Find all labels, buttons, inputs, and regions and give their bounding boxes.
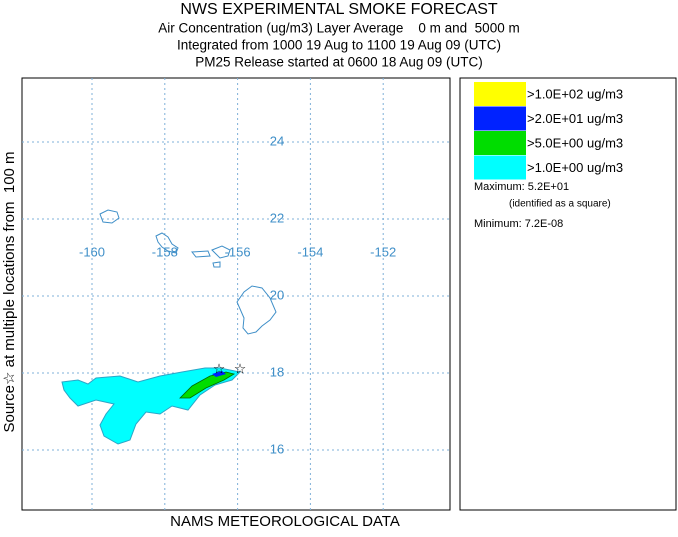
legend-swatch [474, 131, 526, 155]
longitude-label: -152 [370, 244, 396, 259]
longitude-label: -154 [297, 244, 323, 259]
source-star: ☆ [213, 361, 226, 377]
map: -160 -158 -156 -154 -152 16 18 20 22 24 ☆ ☆ Sourc… [1, 77, 451, 530]
title: NWS EXPERIMENTAL SMOKE FORECAST [180, 1, 498, 18]
footer: NAMS METEOROLOGICAL DATA [170, 513, 400, 530]
plume-20ug [212, 371, 226, 377]
island [212, 261, 221, 268]
legend-label: >2.0E+01 ug/m3 [527, 111, 623, 126]
legend-label: >5.0E+00 ug/m3 [527, 135, 623, 150]
island [211, 245, 231, 259]
legend: >1.0E+02 ug/m3 >2.0E+01 ug/m3 >5.0E+00 ug/… [459, 77, 677, 511]
subtitle: PM25 Release started at 0600 18 Aug 09 (… [195, 55, 482, 70]
longitude-label: -156 [225, 244, 251, 259]
latitude-label: 16 [270, 441, 284, 456]
legend-swatch [474, 155, 526, 180]
legend-swatch [474, 82, 526, 106]
graticule: -160 -158 -156 -154 -152 16 18 20 22 24 [22, 78, 450, 510]
minimum: Minimum: 7.2E-08 [474, 218, 563, 230]
maximum: Maximum: 5.2E+01 [474, 181, 569, 193]
map-frame [21, 77, 451, 511]
latitude-label: 20 [270, 287, 284, 302]
side-label: Source☆ at multiple locations from 100 m [1, 151, 18, 432]
plume-5ug [179, 371, 236, 399]
longitude-label: -158 [152, 244, 178, 259]
latitude-label: 18 [270, 364, 284, 379]
island [236, 285, 277, 335]
island [191, 250, 211, 258]
latitude-label: 22 [270, 210, 284, 225]
latitude-label: 24 [270, 133, 284, 148]
island [155, 232, 179, 254]
island [99, 209, 120, 224]
subtitle: Integrated from 1000 19 Aug to 1100 19 A… [177, 38, 501, 53]
legend-label: >1.0E+00 ug/m3 [527, 160, 623, 175]
maximum-note: (identified as a square) [509, 199, 611, 210]
subtitle: Air Concentration (ug/m3) Layer Average … [158, 21, 519, 36]
legend-swatch [474, 106, 526, 131]
source-star: ☆ [234, 361, 247, 377]
longitude-label: -160 [79, 244, 105, 259]
legend-label: >1.0E+02 ug/m3 [527, 86, 623, 101]
